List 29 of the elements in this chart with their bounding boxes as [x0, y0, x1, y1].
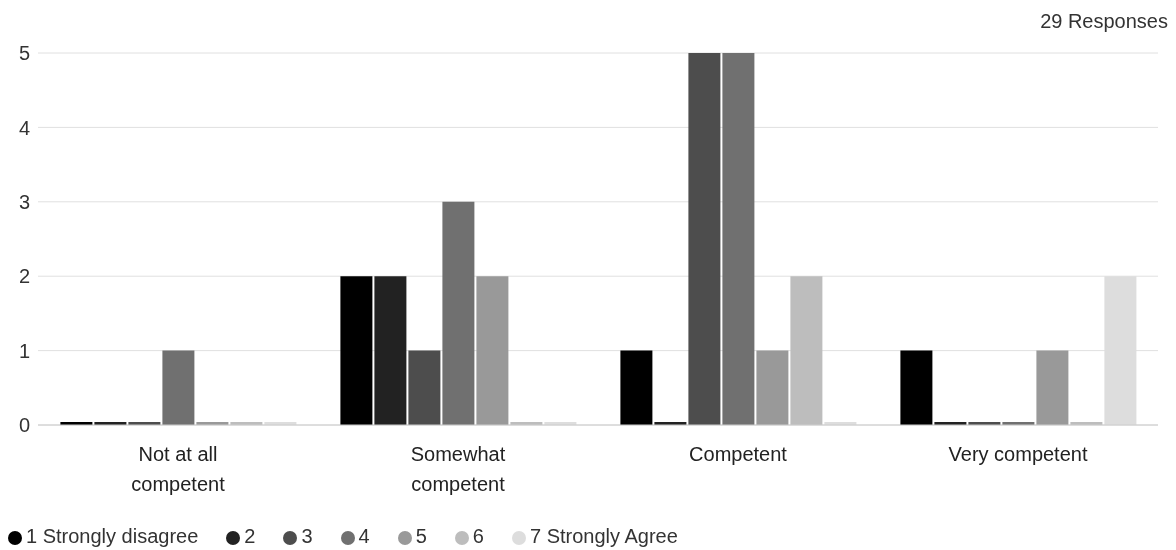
bar — [900, 350, 933, 425]
y-tick-label: 2 — [18, 265, 30, 288]
y-tick-label: 4 — [18, 116, 30, 139]
x-tick-label: Competent — [689, 443, 788, 465]
bar — [340, 276, 373, 425]
bar — [442, 201, 475, 425]
legend-label: 3 — [301, 525, 313, 547]
legend-label: 5 — [415, 525, 427, 547]
legend-label: 2 — [244, 525, 256, 547]
legend-label: 6 — [472, 525, 484, 547]
bar — [476, 276, 509, 425]
legend-label: 7 Strongly Agree — [529, 525, 678, 547]
text: 29 Responses — [1040, 10, 1168, 33]
legend-label: 1 Strongly disagree — [26, 525, 199, 547]
bar — [1036, 350, 1069, 425]
y-tick-label: 3 — [18, 190, 30, 213]
x-tick-label: Not at all competent — [131, 443, 226, 495]
bar — [620, 350, 653, 425]
bar — [756, 350, 789, 425]
bar — [374, 276, 407, 425]
y-tick-label: 5 — [18, 42, 30, 65]
bar — [408, 350, 441, 425]
y-tick-label: 1 — [18, 339, 30, 362]
x-tick-label: Very competent — [948, 443, 1088, 465]
y-tick-label: 0 — [18, 414, 30, 437]
legend-label: 4 — [358, 525, 370, 547]
bar — [790, 276, 823, 425]
x-tick-label: Somewhat competent — [410, 443, 506, 495]
bar — [162, 350, 195, 425]
